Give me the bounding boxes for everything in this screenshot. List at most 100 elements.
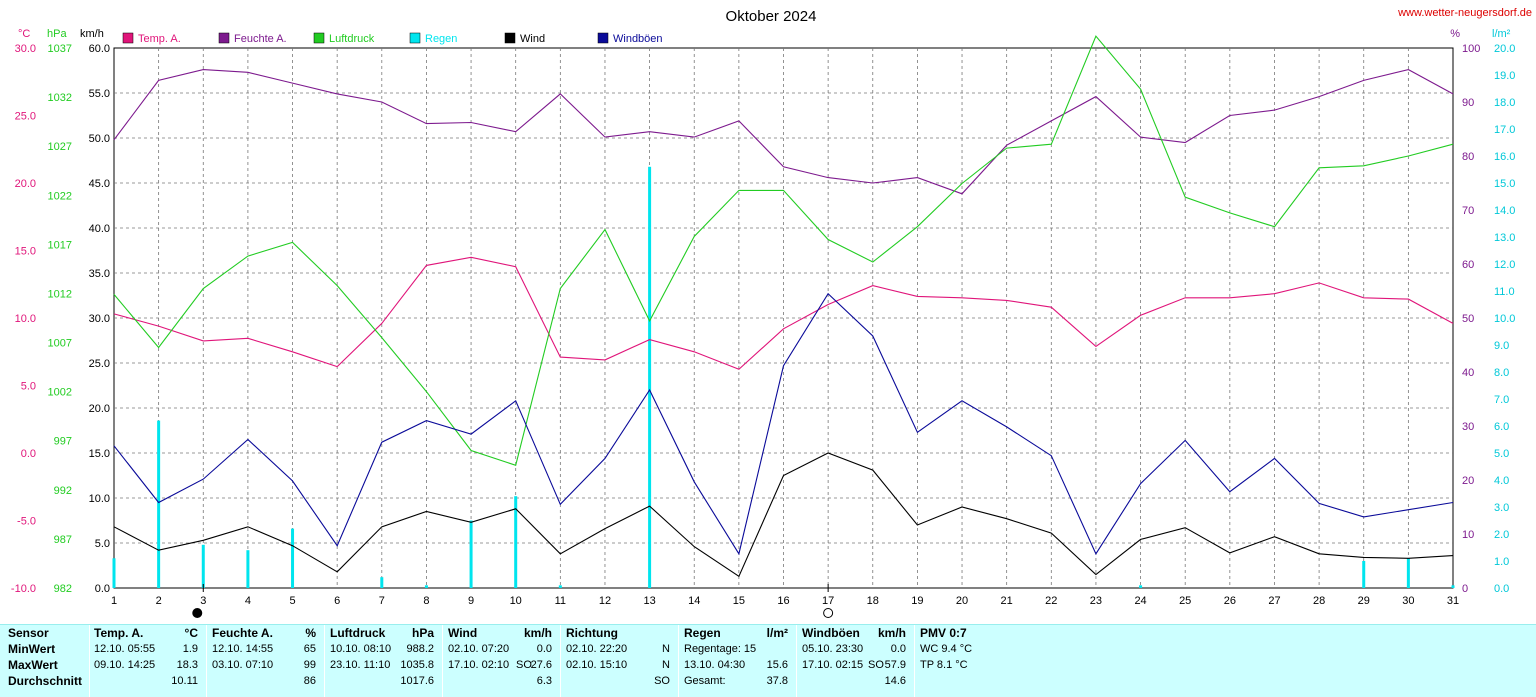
unit-rain: l/m² (1492, 28, 1511, 40)
stats-direction: Richtung 02.10. 22:20 N 02.10. 15:10 N SO (566, 625, 672, 697)
temp-tick: 25.0 (15, 111, 36, 123)
rain-bar (380, 577, 384, 588)
x-tick: 7 (379, 595, 385, 607)
rain-tick: 14.0 (1494, 205, 1515, 217)
x-tick: 28 (1313, 595, 1325, 607)
x-tick: 15 (733, 595, 745, 607)
stats-humidity: Feuchte A.% 12.10. 14:55 65 03.10. 07:10 9… (212, 625, 318, 697)
rain-days: Regentage: 15 (684, 643, 757, 655)
rain-title: Regen (684, 626, 721, 640)
humidity-tick: 20 (1462, 475, 1474, 487)
legend-swatch (313, 32, 325, 44)
x-tick: 17 (822, 595, 834, 607)
x-tick: 22 (1045, 595, 1057, 607)
pressure-tick: 1037 (48, 43, 72, 55)
weather-chart: Oktober 2024 www.wetter-neugersdorf.de °… (11, 7, 1532, 618)
rain-tick: 0.0 (1494, 583, 1509, 595)
rain-bar (157, 420, 161, 588)
x-tick: 16 (777, 595, 789, 607)
legend-swatch (409, 32, 421, 44)
press-max-when: 23.10. 11:10 (330, 659, 391, 671)
humidity-tick: 60 (1462, 259, 1474, 271)
x-tick: 11 (555, 595, 566, 607)
rain-tick: 12.0 (1494, 259, 1515, 271)
x-tick: 5 (289, 595, 295, 607)
temp-tick: 5.0 (21, 381, 36, 393)
hum-min: 65 (303, 643, 316, 655)
moon-phases (192, 584, 834, 618)
gust-max-dir: SO (868, 659, 884, 671)
series-line (113, 292, 1454, 556)
legend: Temp. A. Feuchte A. Luftdruck Regen Wind Wind… (122, 32, 663, 45)
rain-bar (514, 496, 518, 588)
press-avg: 1017.6 (400, 675, 434, 687)
x-tick: 27 (1268, 595, 1280, 607)
pressure-tick: 1002 (48, 387, 72, 399)
x-tick: 19 (911, 595, 923, 607)
legend-swatch (122, 32, 134, 44)
dir-min-when: 02.10. 22:20 (566, 643, 628, 655)
label-max: MaxWert (8, 658, 58, 672)
rain-bar (558, 585, 562, 588)
rain-bars (112, 166, 1455, 589)
series-line (113, 256, 1454, 370)
wind-tick: 0.0 (95, 583, 110, 595)
legend-label: Feuchte A. (234, 33, 287, 45)
series-line (113, 35, 1454, 467)
humidity-tick: 70 (1462, 205, 1474, 217)
pressure-tick: 1032 (48, 92, 72, 104)
rain-bar (201, 544, 205, 588)
x-tick: 29 (1358, 595, 1370, 607)
legend-swatch (597, 32, 609, 44)
humidity-tick: 40 (1462, 367, 1474, 379)
legend-swatch (218, 32, 230, 44)
gust-max-when: 17.10. 02:15 (802, 659, 864, 671)
pmv-title: PMV 0:7 (920, 626, 967, 640)
pmv-tp: TP 8.1 °C (920, 659, 968, 671)
grid (113, 47, 1454, 589)
stats-table: Sensor MinWert MaxWert Durchschnitt Temp… (0, 624, 1536, 697)
series-lines (113, 35, 1454, 578)
legend-label: Regen (425, 33, 457, 45)
wind-tick: 55.0 (89, 88, 110, 100)
wind-min-when: 02.10. 07:20 (448, 643, 510, 655)
humidity-tick: 100 (1462, 43, 1480, 55)
x-tick: 31 (1447, 595, 1459, 607)
hum-min-when: 12.10. 14:55 (212, 643, 274, 655)
rain-unit: l/m² (766, 626, 788, 640)
humidity-tick: 50 (1462, 313, 1474, 325)
wind-min: 0.0 (536, 643, 552, 655)
gust-unit: km/h (877, 626, 906, 640)
series-line (113, 452, 1454, 578)
rain-tick: 16.0 (1494, 151, 1515, 163)
rain-tick: 20.0 (1494, 43, 1515, 55)
rain-tick: 15.0 (1494, 178, 1515, 190)
x-tick: 21 (1001, 595, 1013, 607)
x-tick: 13 (643, 595, 655, 607)
temp-min-when: 12.10. 05:55 (94, 643, 156, 655)
x-tick: 23 (1090, 595, 1102, 607)
rain-bar (112, 558, 116, 588)
press-unit: hPa (411, 626, 434, 640)
hum-title: Feuchte A. (212, 626, 273, 640)
temp-tick: 15.0 (15, 246, 36, 258)
rain-tick: 17.0 (1494, 124, 1515, 136)
wind-tick: 20.0 (89, 403, 110, 415)
stats-gust: Windböen km/h 05.10. 23:30 0.0 17.10. 02:1… (802, 625, 908, 697)
x-tick: 4 (245, 595, 251, 607)
wind-max-when: 17.10. 02:10 (448, 659, 510, 671)
temp-tick: 30.0 (15, 43, 36, 55)
x-tick: 14 (688, 595, 700, 607)
humidity-tick: 10 (1462, 529, 1474, 541)
wind-avg: 6.3 (536, 675, 552, 687)
rain-tick: 5.0 (1494, 448, 1509, 460)
dir-title: Richtung (566, 626, 618, 640)
rain-bar (246, 550, 250, 588)
unit-wind: km/h (80, 28, 104, 40)
temp-unit: °C (184, 626, 198, 640)
rain-tick: 8.0 (1494, 367, 1509, 379)
wind-tick: 60.0 (89, 43, 110, 55)
hum-avg: 86 (303, 675, 316, 687)
pressure-tick: 1007 (48, 338, 72, 350)
rain-tick: 1.0 (1494, 556, 1509, 568)
